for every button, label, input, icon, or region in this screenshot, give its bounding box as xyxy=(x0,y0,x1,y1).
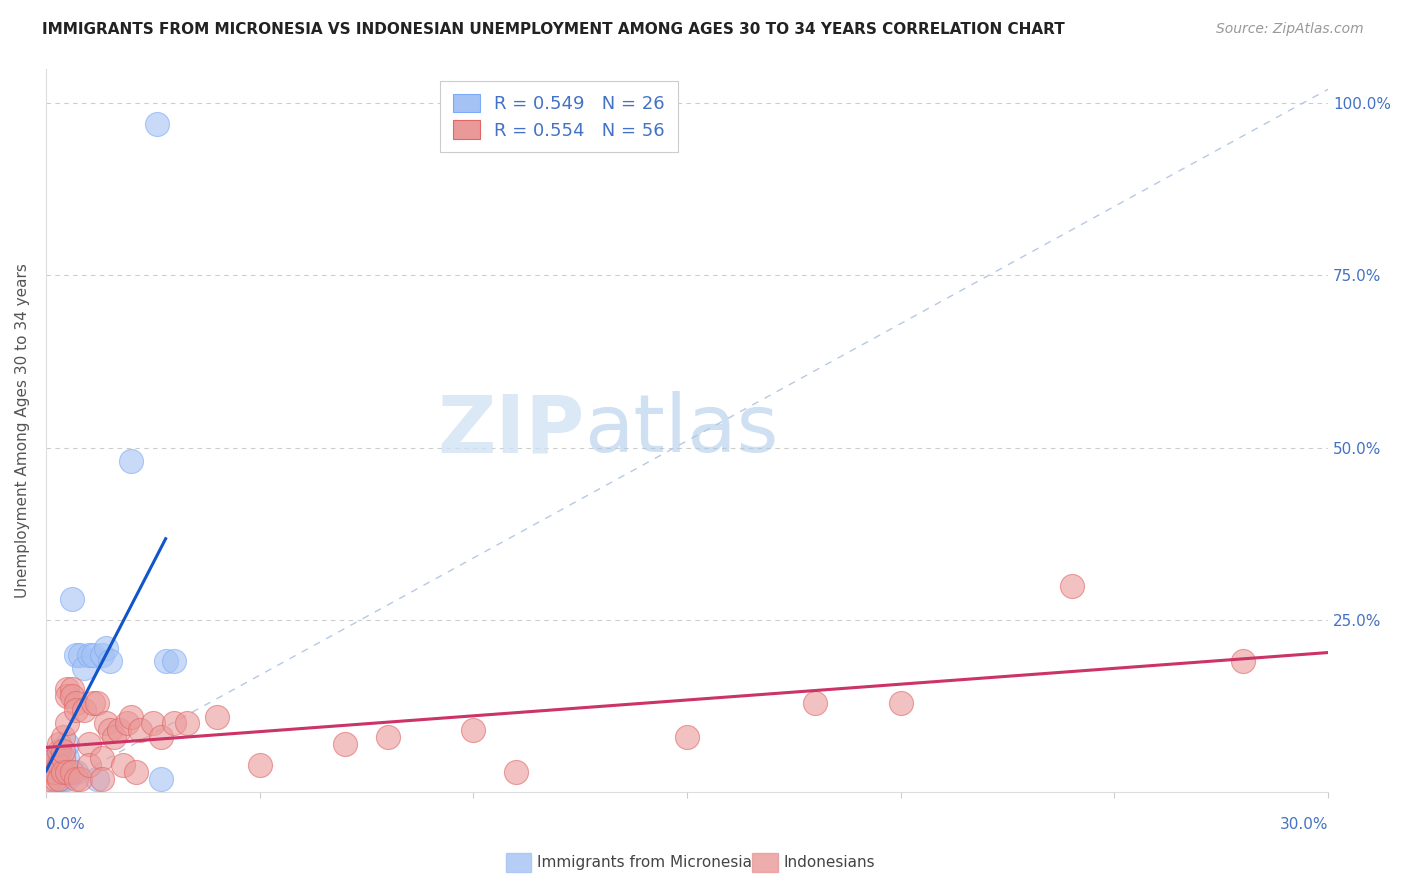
Text: Source: ZipAtlas.com: Source: ZipAtlas.com xyxy=(1216,22,1364,37)
Point xyxy=(56,751,79,765)
Point xyxy=(103,731,125,745)
Point xyxy=(56,689,79,703)
Point xyxy=(73,703,96,717)
Point xyxy=(52,751,75,765)
Text: 0.0%: 0.0% xyxy=(46,817,84,832)
Point xyxy=(146,117,169,131)
Point xyxy=(205,709,228,723)
Point xyxy=(56,716,79,731)
Point xyxy=(176,716,198,731)
Point xyxy=(52,772,75,786)
Point xyxy=(52,764,75,779)
Point xyxy=(48,772,70,786)
Point xyxy=(60,764,83,779)
Point xyxy=(86,772,108,786)
Point xyxy=(39,757,62,772)
Point xyxy=(120,709,142,723)
Point xyxy=(44,751,66,765)
Point xyxy=(69,772,91,786)
Point xyxy=(60,681,83,696)
Legend: R = 0.549   N = 26, R = 0.554   N = 56: R = 0.549 N = 26, R = 0.554 N = 56 xyxy=(440,81,678,153)
Point xyxy=(90,751,112,765)
Point xyxy=(125,764,148,779)
Point xyxy=(65,648,87,662)
Point xyxy=(163,716,186,731)
Text: Indonesians: Indonesians xyxy=(783,855,875,870)
Text: IMMIGRANTS FROM MICRONESIA VS INDONESIAN UNEMPLOYMENT AMONG AGES 30 TO 34 YEARS : IMMIGRANTS FROM MICRONESIA VS INDONESIAN… xyxy=(42,22,1064,37)
Point xyxy=(94,640,117,655)
Point xyxy=(120,454,142,468)
Point xyxy=(82,696,104,710)
Text: ZIP: ZIP xyxy=(437,392,585,469)
Point xyxy=(77,737,100,751)
Y-axis label: Unemployment Among Ages 30 to 34 years: Unemployment Among Ages 30 to 34 years xyxy=(15,263,30,598)
Point xyxy=(111,757,134,772)
Point xyxy=(1060,578,1083,592)
Text: 30.0%: 30.0% xyxy=(1279,817,1329,832)
Point xyxy=(60,689,83,703)
Point xyxy=(65,703,87,717)
Point xyxy=(44,772,66,786)
Point xyxy=(48,751,70,765)
Point xyxy=(676,731,699,745)
Point xyxy=(129,723,152,738)
Point xyxy=(804,696,827,710)
Point xyxy=(115,716,138,731)
Point xyxy=(48,757,70,772)
Point xyxy=(90,772,112,786)
Point xyxy=(65,696,87,710)
Point xyxy=(249,757,271,772)
Point xyxy=(94,716,117,731)
Point xyxy=(107,723,129,738)
Point xyxy=(82,648,104,662)
Point xyxy=(52,764,75,779)
Point xyxy=(48,744,70,758)
Point xyxy=(56,681,79,696)
Point xyxy=(890,696,912,710)
Point xyxy=(463,723,485,738)
Point xyxy=(142,716,165,731)
Point xyxy=(86,696,108,710)
Point xyxy=(39,772,62,786)
Text: atlas: atlas xyxy=(585,392,779,469)
Point xyxy=(69,648,91,662)
Point xyxy=(52,744,75,758)
Point xyxy=(155,654,177,668)
Point xyxy=(333,737,356,751)
Point xyxy=(44,757,66,772)
Point xyxy=(150,731,173,745)
Point xyxy=(65,764,87,779)
Point xyxy=(505,764,527,779)
Point xyxy=(39,764,62,779)
Point xyxy=(48,772,70,786)
Point xyxy=(90,648,112,662)
Point xyxy=(98,723,121,738)
Point xyxy=(98,654,121,668)
Point xyxy=(150,772,173,786)
Point xyxy=(56,737,79,751)
Point xyxy=(73,661,96,675)
Point xyxy=(60,592,83,607)
Point xyxy=(1232,654,1254,668)
Point xyxy=(56,764,79,779)
Point xyxy=(77,648,100,662)
Point xyxy=(163,654,186,668)
Point xyxy=(44,764,66,779)
Point xyxy=(48,737,70,751)
Point xyxy=(65,772,87,786)
Point xyxy=(44,751,66,765)
Point xyxy=(377,731,399,745)
Point xyxy=(77,757,100,772)
Point xyxy=(52,731,75,745)
Point xyxy=(56,772,79,786)
Text: Immigrants from Micronesia: Immigrants from Micronesia xyxy=(537,855,752,870)
Point xyxy=(39,764,62,779)
